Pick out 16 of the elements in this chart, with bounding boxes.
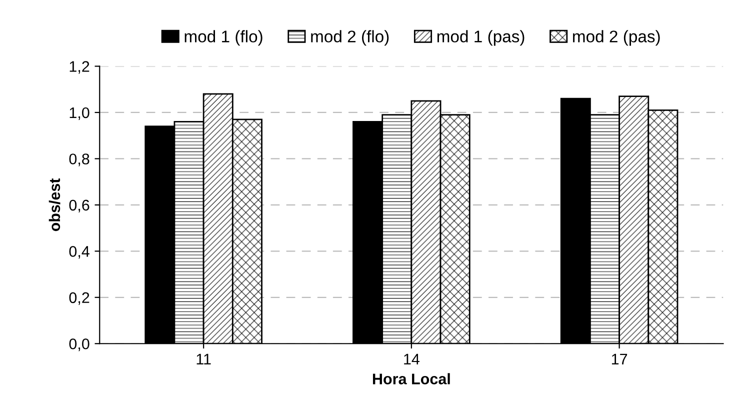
y-tick-label: 0,0 (69, 338, 90, 352)
x-tick-label: 17 (612, 354, 628, 364)
legend-label: mod 1 (flo) (184, 30, 262, 46)
x-axis-title: Hora Local (372, 373, 450, 384)
legend-label: mod 2 (pas) (573, 30, 660, 46)
y-tick-label: 0,2 (69, 292, 90, 305)
x-tick-label: 11 (196, 354, 211, 364)
y-axis-title: obs/est (48, 178, 60, 232)
y-tick-label: 0,8 (69, 154, 90, 166)
legend-label: mod 2 (flo) (311, 30, 389, 46)
y-tick-label: 1,2 (70, 61, 90, 74)
y-tick-label: 0,6 (69, 200, 90, 212)
x-tick-label: 14 (404, 354, 420, 364)
legend-label: mod 1 (pas) (437, 30, 524, 46)
y-tick-label: 0,4 (69, 246, 90, 259)
y-tick-label: 1,0 (70, 107, 90, 120)
